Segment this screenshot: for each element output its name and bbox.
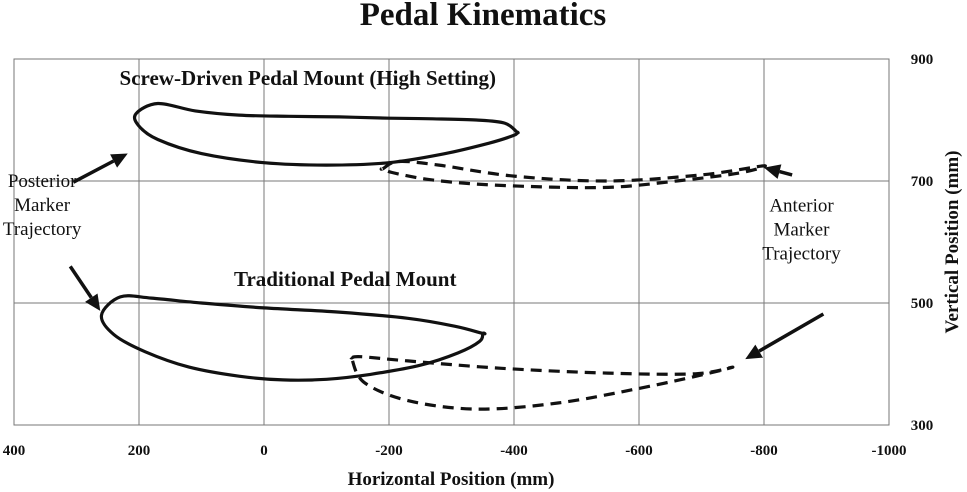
x-tick-label: 200 <box>128 443 151 459</box>
x-tick-labels: 400 200 0 -200 -400 -600 -800 -1000 <box>3 443 907 459</box>
x-axis-title: Horizontal Position (mm) <box>348 469 555 490</box>
chart-title: Pedal Kinematics <box>360 0 607 33</box>
plot-area-frame <box>13 58 890 426</box>
annotation-arrow <box>72 153 128 184</box>
x-tick-label: -1000 <box>872 443 907 459</box>
traditional-anterior-trajectory <box>348 354 735 411</box>
x-tick-label: -200 <box>375 443 403 459</box>
y-axis-title: Vertical Position (mm) <box>942 151 963 334</box>
series-label: Traditional Pedal Mount <box>234 267 456 291</box>
x-tick-label: -600 <box>625 443 653 459</box>
y-tick-label: 300 <box>911 418 934 434</box>
grid-lines <box>14 59 889 425</box>
x-tick-label: -800 <box>750 443 778 459</box>
y-tick-label: 700 <box>911 174 934 190</box>
marker-annotation: Anterior Marker Trajectory <box>762 196 841 265</box>
series-label: Screw-Driven Pedal Mount (High Setting) <box>120 66 496 90</box>
y-tick-labels: 300 500 700 900 <box>911 52 934 434</box>
y-tick-label: 900 <box>911 52 934 68</box>
marker-annotation: Posterior Marker Trajectory <box>3 171 82 240</box>
annotation-arrows <box>68 153 825 360</box>
y-tick-label: 500 <box>911 296 934 312</box>
annotation-arrow <box>745 312 825 360</box>
screw-driven-anterior-trajectory <box>379 159 767 190</box>
annotation-arrow <box>764 164 793 179</box>
x-tick-label: 0 <box>260 443 268 459</box>
series-labels: Screw-Driven Pedal Mount (High Setting) T… <box>120 66 496 291</box>
trajectory-curves <box>99 101 767 411</box>
marker-annotations: Posterior Marker Trajectory Anterior Marker T… <box>3 171 841 264</box>
x-tick-label: -400 <box>500 443 528 459</box>
annotation-arrow <box>68 265 101 311</box>
traditional-posterior-trajectory <box>99 294 487 382</box>
x-tick-label: 400 <box>3 443 26 459</box>
screw-driven-posterior-trajectory <box>132 101 520 167</box>
